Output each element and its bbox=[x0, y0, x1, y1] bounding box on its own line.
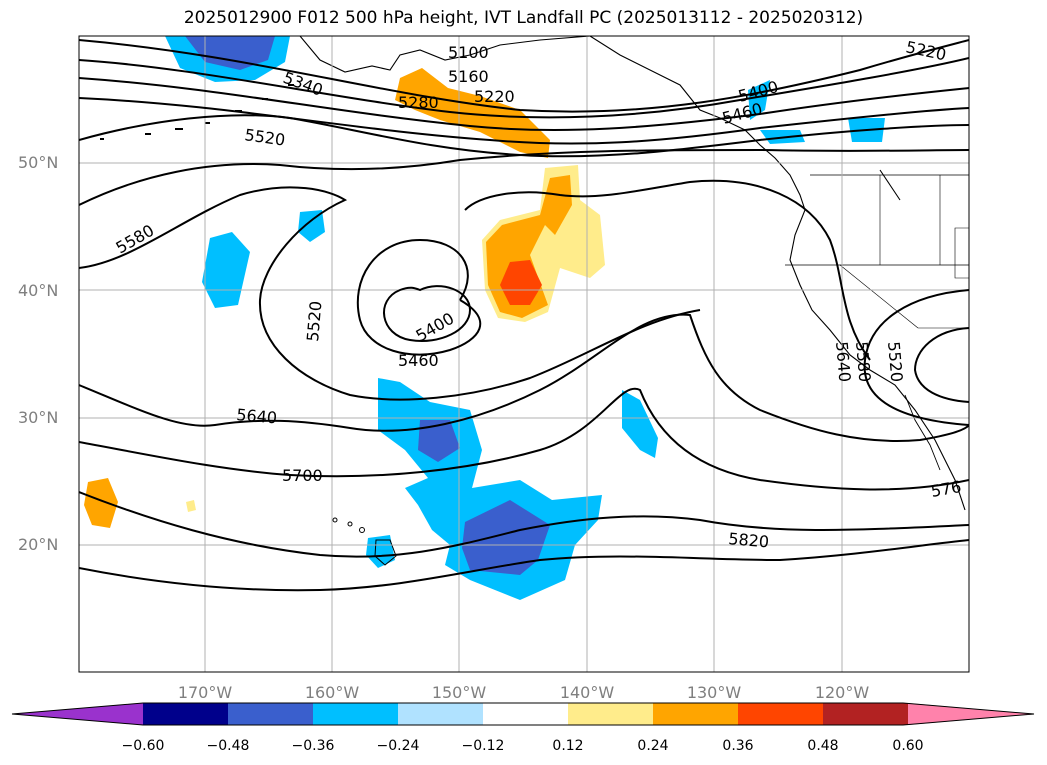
contour-label: 5460 bbox=[398, 351, 439, 370]
contour-label: 5580 bbox=[852, 341, 874, 383]
contour-labels: 5100 5160 5220 5220 5280 5340 5400 5400 … bbox=[113, 37, 963, 551]
contour-label: 5640 bbox=[236, 405, 278, 427]
colorbar-cell bbox=[228, 703, 313, 725]
colorbar-tick-label: −0.36 bbox=[291, 738, 335, 754]
neg-region-north-core bbox=[185, 36, 275, 70]
contour-label: 5520 bbox=[884, 341, 906, 383]
lon-label: 150°W bbox=[431, 683, 487, 702]
pos-region-gulf bbox=[395, 68, 550, 158]
colorbar-cell bbox=[653, 703, 738, 725]
colorbar-cell bbox=[398, 703, 483, 725]
colorbar-cell bbox=[823, 703, 908, 725]
contour-label: 5820 bbox=[728, 529, 770, 551]
colorbar-cell bbox=[313, 703, 398, 725]
map-panel: 5100 5160 5220 5220 5280 5340 5400 5400 … bbox=[78, 35, 970, 673]
colorbar-extend-max bbox=[908, 703, 1034, 725]
neg-region-east bbox=[622, 390, 658, 458]
map-title: 2025012900 F012 500 hPa height, IVT Land… bbox=[183, 8, 864, 28]
lat-label: 40°N bbox=[18, 281, 59, 300]
colorbar-tick-label: 0.48 bbox=[807, 738, 839, 754]
colorbar-tick-label: 0.36 bbox=[722, 738, 754, 754]
colorbar-tick-label: 0.60 bbox=[892, 738, 924, 754]
colorbar-cell bbox=[568, 703, 653, 725]
pos-region-west bbox=[84, 478, 118, 528]
hawaii-islands bbox=[332, 517, 397, 566]
contour-label: 5160 bbox=[448, 67, 489, 86]
colorbar-cell bbox=[483, 703, 568, 725]
pos-region-ar-core bbox=[500, 260, 542, 305]
contour-label: 5100 bbox=[448, 43, 489, 62]
colorbar-cell bbox=[143, 703, 228, 725]
graticule bbox=[79, 36, 969, 672]
contour-label: 5640 bbox=[832, 341, 854, 383]
height-contours bbox=[79, 39, 969, 592]
coastlines bbox=[299, 36, 969, 511]
colorbar-extend-min bbox=[12, 703, 143, 725]
neg-region-south-core2 bbox=[462, 500, 550, 575]
lon-label: 120°W bbox=[814, 683, 870, 702]
lon-label: 160°W bbox=[304, 683, 360, 702]
lon-label: 130°W bbox=[686, 683, 742, 702]
lon-label: 170°W bbox=[177, 683, 233, 702]
colorbar-tick-label: 0.24 bbox=[637, 738, 669, 754]
lat-label: 30°N bbox=[18, 408, 59, 427]
lon-label: 140°W bbox=[559, 683, 615, 702]
contour-label: 5520 bbox=[303, 300, 325, 342]
contour-label: 5280 bbox=[398, 93, 439, 112]
colorbar-cell bbox=[738, 703, 823, 725]
pos-region-west-dot bbox=[186, 500, 196, 512]
contour-label: 5700 bbox=[282, 466, 323, 485]
neg-region-west bbox=[202, 232, 250, 308]
lat-label: 50°N bbox=[18, 153, 59, 172]
colorbar-tick-label: −0.24 bbox=[376, 738, 420, 754]
neg-region-bc bbox=[748, 80, 770, 120]
neg-region-south-core bbox=[418, 420, 460, 462]
contour-label: 5220 bbox=[474, 87, 515, 106]
lat-label: 20°N bbox=[18, 535, 59, 554]
colorbar-tick-label: −0.12 bbox=[461, 738, 505, 754]
colorbar-tick-label: 0.12 bbox=[552, 738, 584, 754]
colorbar-tick-label: −0.60 bbox=[121, 738, 165, 754]
colorbar-tick-label: −0.48 bbox=[206, 738, 250, 754]
neg-region-hawaii bbox=[366, 535, 395, 568]
neg-region-west2 bbox=[298, 210, 325, 242]
